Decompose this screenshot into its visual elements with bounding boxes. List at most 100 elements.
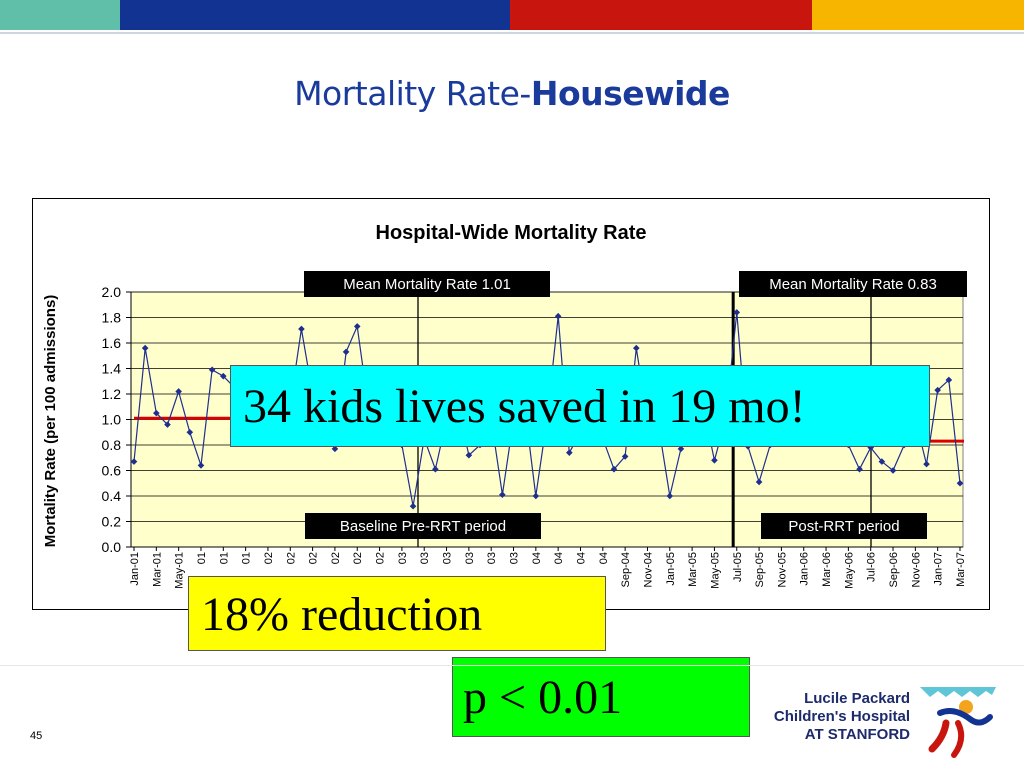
y-tick-label: 1.4 bbox=[102, 361, 122, 377]
y-tick-label: 0.2 bbox=[102, 514, 122, 530]
p-value-callout: p < 0.01 bbox=[452, 657, 750, 737]
x-tick-label: 02 bbox=[375, 552, 387, 564]
y-tick-label: 1.8 bbox=[102, 310, 122, 326]
data-point bbox=[208, 366, 216, 374]
x-tick-label: May-06 bbox=[843, 552, 855, 589]
data-point bbox=[632, 344, 640, 352]
data-point bbox=[130, 458, 138, 465]
x-tick-label: Jan-01 bbox=[129, 552, 141, 586]
y-tick-label: 2.0 bbox=[102, 284, 122, 300]
data-point bbox=[141, 344, 149, 352]
logo-line-3: AT STANFORD bbox=[804, 726, 910, 743]
data-point bbox=[610, 465, 618, 473]
mean-label-post-box bbox=[739, 271, 967, 297]
y-tick-label: 1.2 bbox=[102, 386, 122, 402]
mean-label-post: Mean Mortality Rate 0.83 bbox=[769, 276, 937, 293]
chart-ylabel: Mortality Rate (per 100 admissions) bbox=[42, 295, 59, 548]
header-band-gold bbox=[812, 0, 1024, 30]
data-point bbox=[219, 372, 227, 380]
data-point bbox=[711, 457, 718, 464]
slide-title: Mortality Rate-Housewide bbox=[0, 74, 1024, 113]
data-point bbox=[298, 325, 305, 333]
y-tick-label: 0.8 bbox=[102, 437, 122, 453]
x-tick-label: Jul-06 bbox=[866, 552, 878, 582]
slide-title-regular: Mortality Rate- bbox=[294, 74, 531, 113]
x-tick-label: Nov-06 bbox=[910, 552, 922, 587]
x-tick-label: 04 bbox=[575, 552, 587, 564]
header-divider bbox=[0, 32, 1024, 34]
data-point bbox=[499, 491, 506, 499]
x-tick-label: Sep-04 bbox=[620, 552, 632, 587]
header-band-teal bbox=[0, 0, 120, 30]
x-tick-label: 02 bbox=[285, 552, 297, 564]
y-tick-label: 1.0 bbox=[102, 412, 122, 428]
data-point bbox=[331, 445, 339, 453]
data-point bbox=[621, 453, 629, 460]
data-point bbox=[465, 451, 473, 459]
reduction-callout: 18% reduction bbox=[188, 576, 606, 651]
x-tick-label: Jul-05 bbox=[732, 552, 744, 582]
x-tick-label: Mar-07 bbox=[955, 552, 967, 587]
data-point bbox=[733, 309, 741, 316]
x-tick-label: 02 bbox=[308, 552, 320, 564]
hospital-logo-icon bbox=[920, 687, 996, 758]
x-tick-label: 04 bbox=[531, 552, 543, 564]
data-point bbox=[532, 492, 540, 500]
x-tick-label: 03 bbox=[486, 552, 498, 564]
x-tick-label: 03 bbox=[509, 552, 521, 564]
y-tick-label: 0.6 bbox=[102, 463, 122, 479]
data-point bbox=[945, 376, 953, 384]
x-tick-label: Mar-06 bbox=[821, 552, 833, 587]
data-point bbox=[554, 312, 562, 320]
x-tick-label: Jan-06 bbox=[799, 552, 811, 586]
header-band-navy bbox=[120, 0, 510, 30]
x-tick-label: Jan-05 bbox=[665, 552, 677, 586]
data-point bbox=[889, 467, 897, 474]
data-point bbox=[186, 428, 194, 436]
data-point bbox=[755, 478, 763, 486]
data-point bbox=[164, 421, 171, 428]
x-tick-label: 01 bbox=[218, 552, 230, 564]
period-label-pre-box bbox=[305, 513, 541, 539]
y-tick-label: 0.0 bbox=[102, 539, 122, 555]
hospital-logo-text: Lucile Packard Children's Hospital AT ST… bbox=[750, 690, 910, 744]
data-point bbox=[197, 462, 205, 469]
x-tick-label: 01 bbox=[196, 552, 208, 564]
chart-title: Hospital-Wide Mortality Rate bbox=[376, 222, 647, 244]
data-point bbox=[677, 445, 685, 453]
data-point bbox=[409, 502, 417, 510]
period-label-post: Post-RRT period bbox=[788, 518, 899, 535]
x-tick-label: 03 bbox=[464, 552, 476, 564]
x-tick-label: 02 bbox=[263, 552, 275, 564]
data-point bbox=[856, 465, 863, 473]
x-tick-label: Jan-07 bbox=[933, 552, 945, 586]
data-point bbox=[878, 458, 886, 465]
data-point bbox=[923, 460, 930, 468]
x-tick-label: Sep-05 bbox=[754, 552, 766, 587]
x-tick-label: Nov-05 bbox=[776, 552, 788, 587]
y-tick-label: 1.6 bbox=[102, 335, 122, 351]
data-point bbox=[566, 449, 573, 456]
mean-label-pre: Mean Mortality Rate 1.01 bbox=[343, 276, 511, 293]
period-label-pre: Baseline Pre-RRT period bbox=[340, 518, 506, 535]
x-tick-label: 04 bbox=[598, 552, 610, 564]
lives-saved-callout: 34 kids lives saved in 19 mo! bbox=[230, 365, 930, 447]
mean-label-pre-box bbox=[304, 271, 550, 297]
x-tick-label: 01 bbox=[241, 552, 253, 564]
footer-divider bbox=[0, 665, 1024, 666]
data-point bbox=[342, 348, 350, 356]
data-point bbox=[666, 492, 674, 500]
x-tick-label: 03 bbox=[442, 552, 454, 564]
page-number: 45 bbox=[30, 730, 43, 742]
slide-title-bold: Housewide bbox=[530, 74, 731, 113]
data-point bbox=[432, 465, 439, 473]
logo-line-1: Lucile Packard bbox=[804, 690, 910, 707]
data-point bbox=[956, 479, 964, 487]
x-tick-label: 02 bbox=[352, 552, 364, 564]
data-point bbox=[175, 388, 182, 395]
x-tick-label: 03 bbox=[419, 552, 431, 564]
x-tick-label: 03 bbox=[397, 552, 409, 564]
data-point bbox=[934, 386, 941, 394]
period-label-post-box bbox=[761, 513, 927, 539]
x-tick-label: 02 bbox=[330, 552, 342, 564]
